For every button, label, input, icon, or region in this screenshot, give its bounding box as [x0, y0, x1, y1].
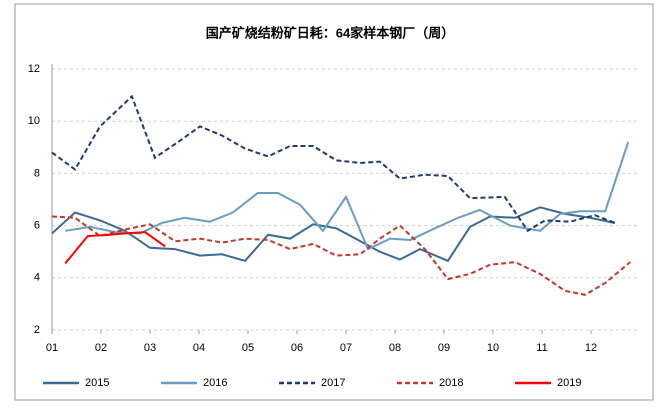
series-line — [51, 215, 631, 296]
x-tick-label: 09 — [438, 342, 450, 354]
y-tick-label: 8 — [34, 167, 40, 179]
y-tick-label: 2 — [34, 324, 40, 336]
x-tick-label: 10 — [487, 342, 499, 354]
chart-frame — [14, 3, 654, 401]
legend-label: 2016 — [203, 377, 227, 389]
x-tick-label: 08 — [389, 342, 401, 354]
x-tick-label: 11 — [536, 342, 547, 354]
y-tick-label: 10 — [28, 115, 40, 127]
x-tick-label: 04 — [193, 342, 205, 354]
legend-label: 2019 — [557, 377, 581, 389]
x-tick-label: 05 — [242, 342, 254, 354]
series-line — [51, 94, 616, 233]
legend-label: 2017 — [321, 377, 345, 389]
x-tick-label: 01 — [46, 342, 58, 354]
legend-label: 2018 — [439, 377, 463, 389]
x-tick-label: 02 — [95, 342, 107, 354]
y-tick-label: 6 — [34, 220, 40, 232]
x-tick-label: 12 — [585, 342, 597, 354]
chart-title: 国产矿烧结粉矿日耗：64家样本钢厂（周） — [206, 25, 454, 40]
x-tick-label: 07 — [340, 342, 352, 354]
x-tick-label: 03 — [144, 342, 156, 354]
series-line — [51, 206, 616, 263]
x-tick-label: 06 — [291, 342, 303, 354]
series-line — [65, 141, 630, 251]
legend-label: 2015 — [85, 377, 109, 389]
y-tick-label: 12 — [28, 63, 40, 75]
series-line — [64, 231, 166, 265]
y-tick-label: 4 — [34, 272, 40, 284]
